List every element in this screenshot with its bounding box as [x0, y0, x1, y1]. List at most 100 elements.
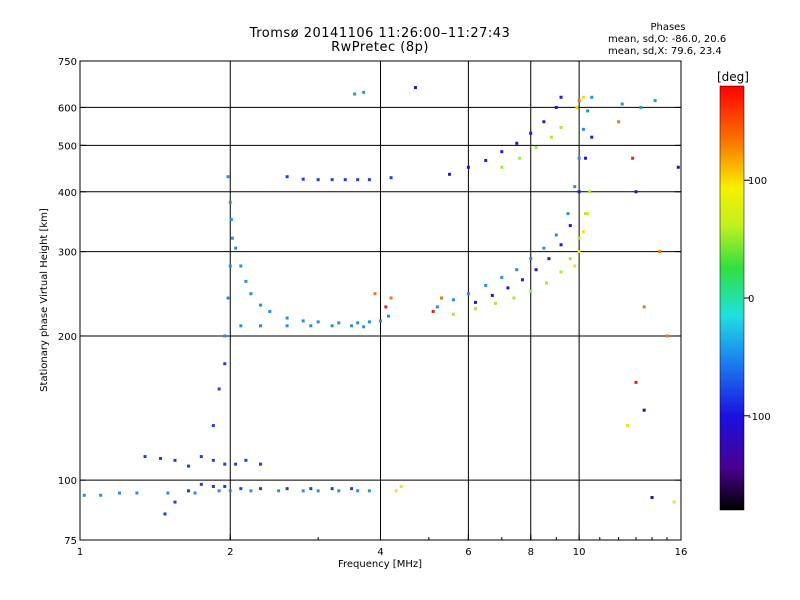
colorbar-label: [deg]	[717, 70, 749, 84]
data-point	[672, 500, 676, 504]
data-point	[542, 120, 546, 124]
data-point	[559, 95, 563, 99]
data-point	[285, 324, 289, 328]
y-tick-label: 75	[64, 536, 77, 547]
data-point	[577, 250, 581, 254]
data-point	[259, 462, 263, 466]
phase-stats: Phases mean, sd,O: -86.0, 20.6 mean, sd,…	[608, 22, 728, 58]
data-point	[223, 462, 227, 466]
data-point	[316, 320, 320, 324]
data-point	[473, 300, 477, 304]
data-point	[506, 286, 510, 290]
data-point	[559, 270, 563, 274]
data-point	[625, 424, 629, 428]
data-point	[549, 135, 553, 139]
data-point	[379, 319, 382, 323]
data-point	[494, 301, 498, 305]
data-point	[473, 307, 477, 311]
data-point	[529, 289, 533, 293]
data-point	[577, 156, 581, 160]
data-point	[173, 458, 177, 462]
scatter-points	[82, 86, 680, 516]
data-point	[590, 135, 594, 139]
colorbar-tick-label: -100	[748, 412, 771, 423]
data-point	[350, 487, 354, 491]
y-tick-label: 600	[58, 103, 77, 114]
data-point	[217, 489, 221, 493]
data-point	[577, 236, 581, 240]
data-point	[259, 487, 263, 491]
data-point	[586, 212, 590, 216]
data-point	[330, 324, 334, 328]
y-tick-label: 300	[58, 248, 77, 259]
data-point	[217, 387, 221, 391]
data-point	[159, 456, 163, 460]
data-point	[542, 246, 546, 250]
data-point	[520, 278, 524, 282]
data-point	[211, 458, 215, 462]
data-point	[573, 185, 577, 189]
data-point	[330, 487, 334, 491]
data-point	[544, 281, 548, 285]
data-point	[466, 292, 470, 296]
data-point	[577, 190, 581, 194]
data-point	[399, 484, 403, 488]
data-point	[554, 233, 558, 237]
data-point	[187, 489, 191, 493]
colorbar-tick-label: 100	[748, 176, 767, 187]
data-point	[518, 156, 522, 160]
data-point	[301, 489, 305, 493]
data-point	[568, 224, 572, 228]
data-point	[343, 178, 347, 182]
data-point	[534, 145, 538, 149]
data-point	[316, 178, 320, 182]
data-point	[653, 99, 657, 103]
colorbar-tick-label: 0	[748, 294, 754, 305]
data-point	[163, 512, 167, 516]
data-point	[581, 95, 585, 99]
data-point	[617, 120, 621, 124]
data-point	[223, 484, 227, 488]
y-axis-label: Stationary phase Virtual Height [km]	[39, 208, 50, 392]
colorbar-ticks: 100 0 -100	[744, 176, 771, 423]
data-point	[559, 125, 563, 129]
data-point	[228, 489, 232, 493]
y-tick-label: 100	[58, 476, 77, 487]
data-point	[337, 321, 341, 325]
data-point	[581, 230, 585, 234]
data-point	[665, 334, 669, 338]
data-point	[166, 491, 170, 495]
data-point	[577, 99, 581, 103]
data-point	[330, 178, 334, 182]
data-point	[211, 484, 215, 488]
data-point	[301, 319, 305, 323]
data-point	[529, 257, 533, 261]
data-point	[634, 190, 638, 194]
data-point	[435, 305, 439, 309]
data-point	[620, 102, 624, 106]
data-point	[356, 489, 360, 493]
data-point	[301, 177, 305, 181]
data-point	[234, 462, 238, 466]
data-point	[82, 493, 86, 497]
phase-stats-x: mean, sd,X: 79.6, 23.4	[608, 46, 722, 57]
data-point	[639, 105, 643, 109]
x-tick-label: 6	[465, 547, 471, 558]
data-point	[547, 257, 551, 261]
data-point	[239, 264, 243, 268]
data-point	[249, 489, 253, 493]
x-tick-label: 4	[377, 547, 383, 558]
chart-title: Tromsø 20141106 11:26:00–11:27:43	[249, 26, 511, 41]
x-tick-label: 2	[227, 547, 233, 558]
data-point	[143, 455, 147, 459]
data-point	[99, 493, 103, 497]
x-tick-label: 1	[77, 547, 83, 558]
data-point	[575, 105, 579, 109]
data-point	[259, 324, 263, 328]
y-axis-ticks: 75 100 200 300 400 500 600 750	[58, 57, 681, 547]
data-point	[285, 487, 289, 491]
data-point	[173, 500, 177, 504]
data-point	[559, 243, 563, 247]
data-point	[367, 178, 371, 182]
data-point	[451, 298, 455, 302]
